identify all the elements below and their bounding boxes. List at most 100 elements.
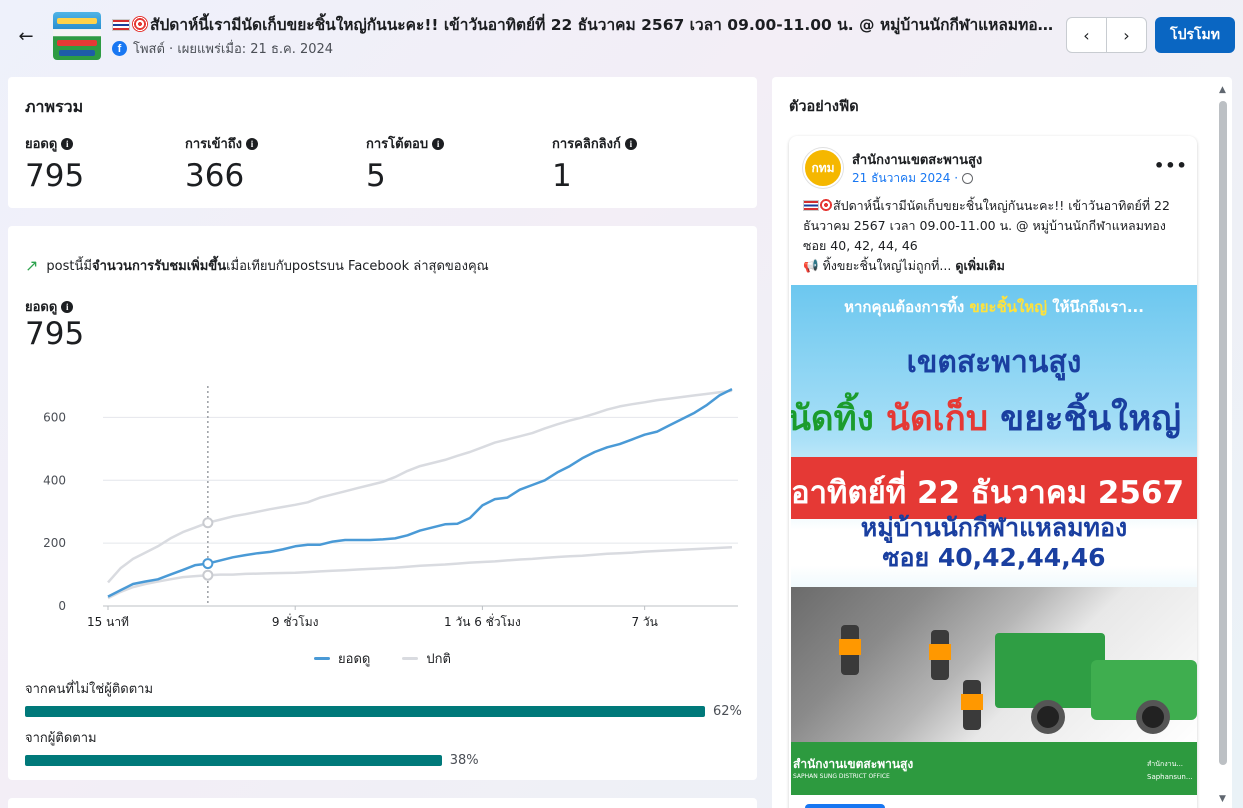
trending-up-icon: ↗ [25,256,39,275]
metric-value: 366 [185,158,245,194]
bar-track: 62% [25,704,745,719]
post-body: สัปดาห์นี้เรามีนัดเก็บขยะชิ้นใหญ่กันนะคะ… [803,198,1170,253]
image-footer: สำนักงานเขตสะพานสูง SAPHAN SUNG DISTRICT… [791,743,1197,795]
hover-point [202,517,214,529]
info-icon[interactable]: i [624,137,637,150]
y-tick-label: 200 [43,536,66,550]
bar-percent: 62% [713,704,742,719]
metric-reach: การเข้าถึง i 366 [185,133,259,194]
legend-swatch [402,657,419,660]
image-footer-en: SAPHAN SUNG DISTRICT OFFICE [793,773,890,780]
more-horizontal-icon[interactable]: ••• [1154,156,1188,175]
cta-button[interactable] [805,804,885,808]
arrow-left-icon: ← [18,25,34,47]
legend-swatch [314,657,331,660]
x-tick-label: 15 นาที [87,615,129,629]
bar-fill [25,706,705,717]
worker-figure [961,680,983,730]
post-text: สัปดาห์นี้เรามีนัดเก็บขยะชิ้นใหญ่กันนะคะ… [803,196,1188,276]
bar-percent: 38% [449,753,479,768]
trend-highlight: จำนวนการรับชมเพิ่มขึ้น [91,259,227,274]
next-card-stub [8,798,757,808]
post-title: สัปดาห์นี้เรามีนัดเก็บขยะชิ้นใหญ่กันนะคะ… [112,12,1057,37]
page-name[interactable]: สำนักงานเขตสะพานสูง [852,153,983,168]
views-value: 795 [25,316,85,352]
hover-point [202,558,214,570]
bar-fill [25,755,442,766]
post-navigation: ‹ › [1066,17,1147,53]
metric-views: ยอดดู i 795 [25,133,84,194]
info-icon[interactable]: i [61,137,74,150]
metric-label: การคลิกลิงก์ [552,137,621,152]
image-line-4: หมู่บ้านนักกีฬาแหลมทอง ซอย 40,42,44,46 [860,513,1128,572]
promote-button[interactable]: โปรโมท [1155,17,1235,53]
see-more-link[interactable]: ดูเพิ่มเติม [955,258,1005,273]
legend-item-views[interactable]: ยอดดู [314,648,370,669]
post-meta: f โพสต์ · เผยแพร่เมื่อ: 21 ธ.ค. 2024 [112,38,333,59]
image-footer-name: สำนักงานเขตสะพานสูง [793,757,914,771]
chart-legend: ยอดดู ปกติ [8,648,757,669]
publish-date-text: โพสต์ · เผยแพร่เมื่อ: 21 ธ.ค. 2024 [133,42,334,57]
overview-title: ภาพรวม [25,97,84,116]
metric-value: 5 [366,158,386,194]
metric-label: การโต้ตอบ [366,137,429,152]
metric-link-clicks: การคลิกลิงก์ i 1 [552,133,637,194]
image-top-text: หากคุณต้องการทิ้ง ขยะชิ้นใหญ่ ให้นึกถึงเ… [844,298,1144,316]
next-post-button[interactable]: › [1106,18,1146,52]
normal-series-line [107,545,733,600]
info-icon[interactable]: i [432,137,445,150]
image-line-2: นัดทิ้ง นัดเก็บ ขยะชิ้นใหญ่ [791,399,1182,439]
thai-flag-icon [112,19,130,31]
views-label-text: ยอดดู [25,300,58,315]
megaphone-icon: 📢 [803,258,819,273]
scroll-down-icon[interactable]: ▼ [1219,794,1226,804]
views-line-chart[interactable]: 0 200 400 600 15 นาที 9 ชั่วโมง 1 วัน 6 ชั่วโม… [8,376,757,636]
metric-label: ยอดดู [25,137,58,152]
legend-item-normal[interactable]: ปกติ [402,648,451,669]
scrollbar-thumb[interactable] [1219,101,1227,765]
bar-label: จากผู้ติดตาม [25,731,97,746]
x-tick-label: 1 วัน 6 ชั่วโมง [444,613,521,629]
facebook-icon: f [112,41,127,56]
target-icon [819,198,833,212]
legend-label: ปกติ [426,652,451,667]
worker-figure [839,625,861,675]
image-footer-fb: สำนักงาน... [1147,760,1184,768]
overview-card: ภาพรวม ยอดดู i 795 การเข้าถึง i 366 การโต้… [8,77,757,208]
page-avatar[interactable]: กทม [803,148,843,188]
image-line-3: อาทิตย์ที่ 22 ธันวาคม 2567 [791,475,1185,511]
y-tick-label: 0 [58,599,66,613]
truck-illustration [995,633,1105,708]
image-red-band [791,457,1197,519]
worker-figure [929,630,951,680]
metric-value: 1 [552,158,572,194]
avatar-text: กทม [811,160,835,175]
previous-post-button[interactable]: ‹ [1067,18,1106,52]
chevron-right-icon: › [1123,25,1130,45]
legend-label: ยอดดู [338,652,371,667]
follower-bar: จากผู้ติดตาม 38% [25,727,745,768]
x-tick-label: 9 ชั่วโมง [272,613,319,629]
post-body-2: ทิ้งขยะชิ้นใหญ่ไม่ถูกที่... [822,258,952,273]
normal-series-line [107,389,733,584]
post-image[interactable]: หากคุณต้องการทิ้ง ขยะชิ้นใหญ่ ให้นึกถึงเ… [791,285,1197,795]
trend-row: ↗ postนี้มีจำนวนการรับชมเพิ่มขึ้นเมื่อเท… [25,255,489,276]
views-label: ยอดดู i [25,296,74,317]
info-icon[interactable]: i [61,300,74,313]
post-date-text: 21 ธันวาคม 2024 · [852,171,959,185]
y-tick-label: 600 [43,410,66,424]
y-tick-label: 400 [43,473,66,487]
trend-prefix: postนี้มี [46,259,92,274]
target-icon [132,16,148,32]
scroll-up-icon[interactable]: ▲ [1219,85,1226,95]
truck-wheel [1136,700,1170,734]
metric-engagement: การโต้ตอบ i 5 [366,133,445,194]
facebook-post-preview: กทม สำนักงานเขตสะพานสูง 21 ธันวาคม 2024 … [789,136,1197,808]
image-footer-handle: Saphansun... [1147,773,1193,781]
post-date[interactable]: 21 ธันวาคม 2024 · [852,169,974,188]
metric-label: การเข้าถึง [185,137,243,152]
info-icon[interactable]: i [246,137,259,150]
bar-track: 38% [25,753,745,768]
back-button[interactable]: ← [14,24,38,48]
hover-point [202,569,214,581]
